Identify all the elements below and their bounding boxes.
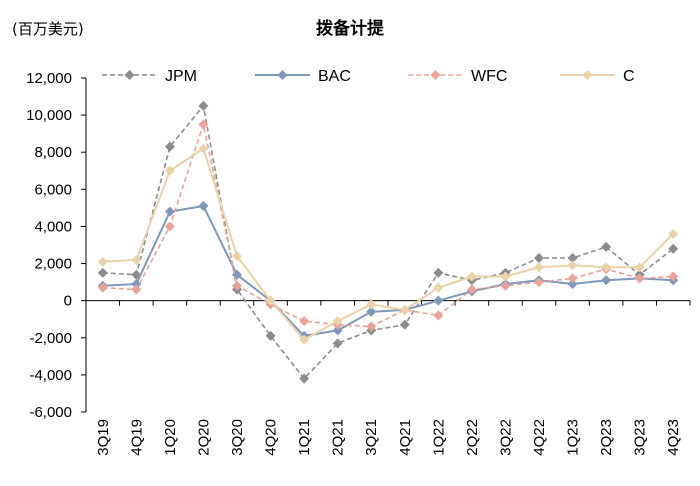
- data-point-c: [634, 262, 645, 273]
- data-point-c: [164, 165, 175, 176]
- axes: 12,000 10,000 8,000 6,000 4,000 2,000 0 -2,000 -…: [26, 70, 691, 456]
- data-point-c: [601, 262, 612, 273]
- data-point-bac: [198, 201, 209, 212]
- x-tick-label: 3Q20: [229, 419, 246, 456]
- data-point-bac: [131, 278, 142, 289]
- data-point-wfc: [164, 221, 175, 232]
- legend-label-c: C: [623, 68, 635, 85]
- data-point-jpm: [399, 319, 410, 330]
- data-point-bac: [601, 275, 612, 286]
- data-point-c: [232, 251, 242, 262]
- y-tick-label: 10,000: [26, 107, 72, 124]
- data-point-c: [399, 304, 410, 315]
- x-tick-label: 4Q23: [665, 419, 682, 456]
- data-point-bac: [366, 306, 377, 317]
- y-tick-label: 0: [64, 293, 72, 310]
- x-tick-label: 2Q22: [464, 419, 481, 456]
- data-point-c: [500, 271, 511, 282]
- data-point-bac: [567, 278, 578, 289]
- data-point-c: [466, 271, 477, 282]
- x-tick-label: 1Q20: [162, 419, 179, 456]
- legend-marker-bac: [277, 70, 288, 80]
- data-point-c: [332, 316, 343, 327]
- data-point-jpm: [534, 252, 544, 263]
- y-tick-label: 8,000: [34, 144, 72, 161]
- chart-title: 拨备计提: [316, 18, 385, 39]
- x-tick-label: 3Q23: [632, 419, 649, 456]
- data-point-jpm: [198, 100, 209, 111]
- data-point-wfc: [366, 321, 377, 332]
- data-point-bac: [332, 325, 343, 336]
- data-point-bac: [164, 206, 175, 217]
- data-point-c: [567, 260, 578, 271]
- data-point-bac: [433, 295, 444, 306]
- data-point-jpm: [601, 241, 612, 252]
- legend-marker-jpm: [124, 70, 135, 80]
- data-point-jpm: [164, 141, 175, 152]
- data-point-c: [299, 334, 310, 345]
- data-point-wfc: [299, 316, 310, 327]
- x-tick-label: 1Q22: [430, 419, 447, 456]
- x-tick-label: 1Q21: [296, 419, 313, 456]
- data-point-wfc: [97, 282, 108, 293]
- data-point-wfc: [198, 119, 209, 130]
- series-line-c: [102, 146, 674, 341]
- legend: JPM BAC WFC C: [102, 68, 635, 85]
- legend-marker-wfc: [430, 70, 441, 80]
- data-point-c: [433, 282, 444, 293]
- x-tick-label: 4Q20: [263, 419, 280, 456]
- y-tick-label: 4,000: [34, 218, 72, 235]
- data-point-wfc: [567, 273, 578, 284]
- data-point-c: [534, 262, 544, 273]
- data-point-jpm: [567, 252, 578, 263]
- x-tick-label: 3Q21: [363, 419, 380, 456]
- x-tick-label: 4Q19: [128, 419, 145, 456]
- data-point-wfc: [433, 310, 444, 321]
- x-tick-label: 3Q19: [95, 419, 112, 456]
- data-point-c: [131, 254, 142, 265]
- series-line-bac: [102, 204, 674, 337]
- data-point-wfc: [668, 271, 679, 282]
- y-tick-label: 2,000: [34, 256, 72, 273]
- data-point-wfc: [131, 284, 142, 295]
- data-point-wfc: [534, 277, 544, 288]
- data-point-c: [97, 256, 108, 267]
- series-layer: [97, 100, 679, 384]
- x-tick-label: 2Q23: [598, 419, 615, 456]
- y-tick-label: 6,000: [34, 181, 72, 198]
- data-point-jpm: [668, 243, 679, 254]
- data-point-jpm: [97, 267, 108, 278]
- x-tick-label: 4Q22: [531, 419, 548, 456]
- data-point-wfc: [466, 284, 477, 295]
- data-point-jpm: [299, 373, 310, 384]
- y-tick-label: -4,000: [29, 367, 72, 384]
- legend-marker-c: [582, 70, 593, 80]
- x-tick-label: 4Q21: [397, 419, 414, 456]
- data-point-c: [265, 295, 276, 306]
- data-point-wfc: [500, 280, 511, 291]
- legend-label-wfc: WFC: [471, 68, 507, 85]
- legend-label-bac: BAC: [318, 68, 351, 85]
- x-tick-label: 2Q21: [330, 419, 347, 456]
- data-point-jpm: [433, 267, 444, 278]
- data-point-c: [198, 143, 209, 154]
- data-point-jpm: [265, 330, 276, 341]
- x-tick-label: 3Q22: [497, 419, 514, 456]
- y-tick-label: -6,000: [29, 404, 72, 421]
- legend-label-jpm: JPM: [165, 68, 197, 85]
- unit-label: (百万美元): [12, 20, 84, 38]
- data-point-jpm: [332, 338, 343, 349]
- series-line-jpm: [102, 103, 674, 380]
- y-tick-label: 12,000: [26, 70, 72, 87]
- x-tick-label: 1Q23: [565, 419, 582, 456]
- data-point-c: [366, 299, 377, 310]
- data-point-wfc: [634, 273, 645, 284]
- series-line-wfc: [102, 121, 674, 328]
- data-point-c: [668, 228, 679, 239]
- x-tick-label: 2Q20: [195, 419, 212, 456]
- data-point-wfc: [232, 280, 242, 291]
- y-tick-label: -2,000: [29, 330, 72, 347]
